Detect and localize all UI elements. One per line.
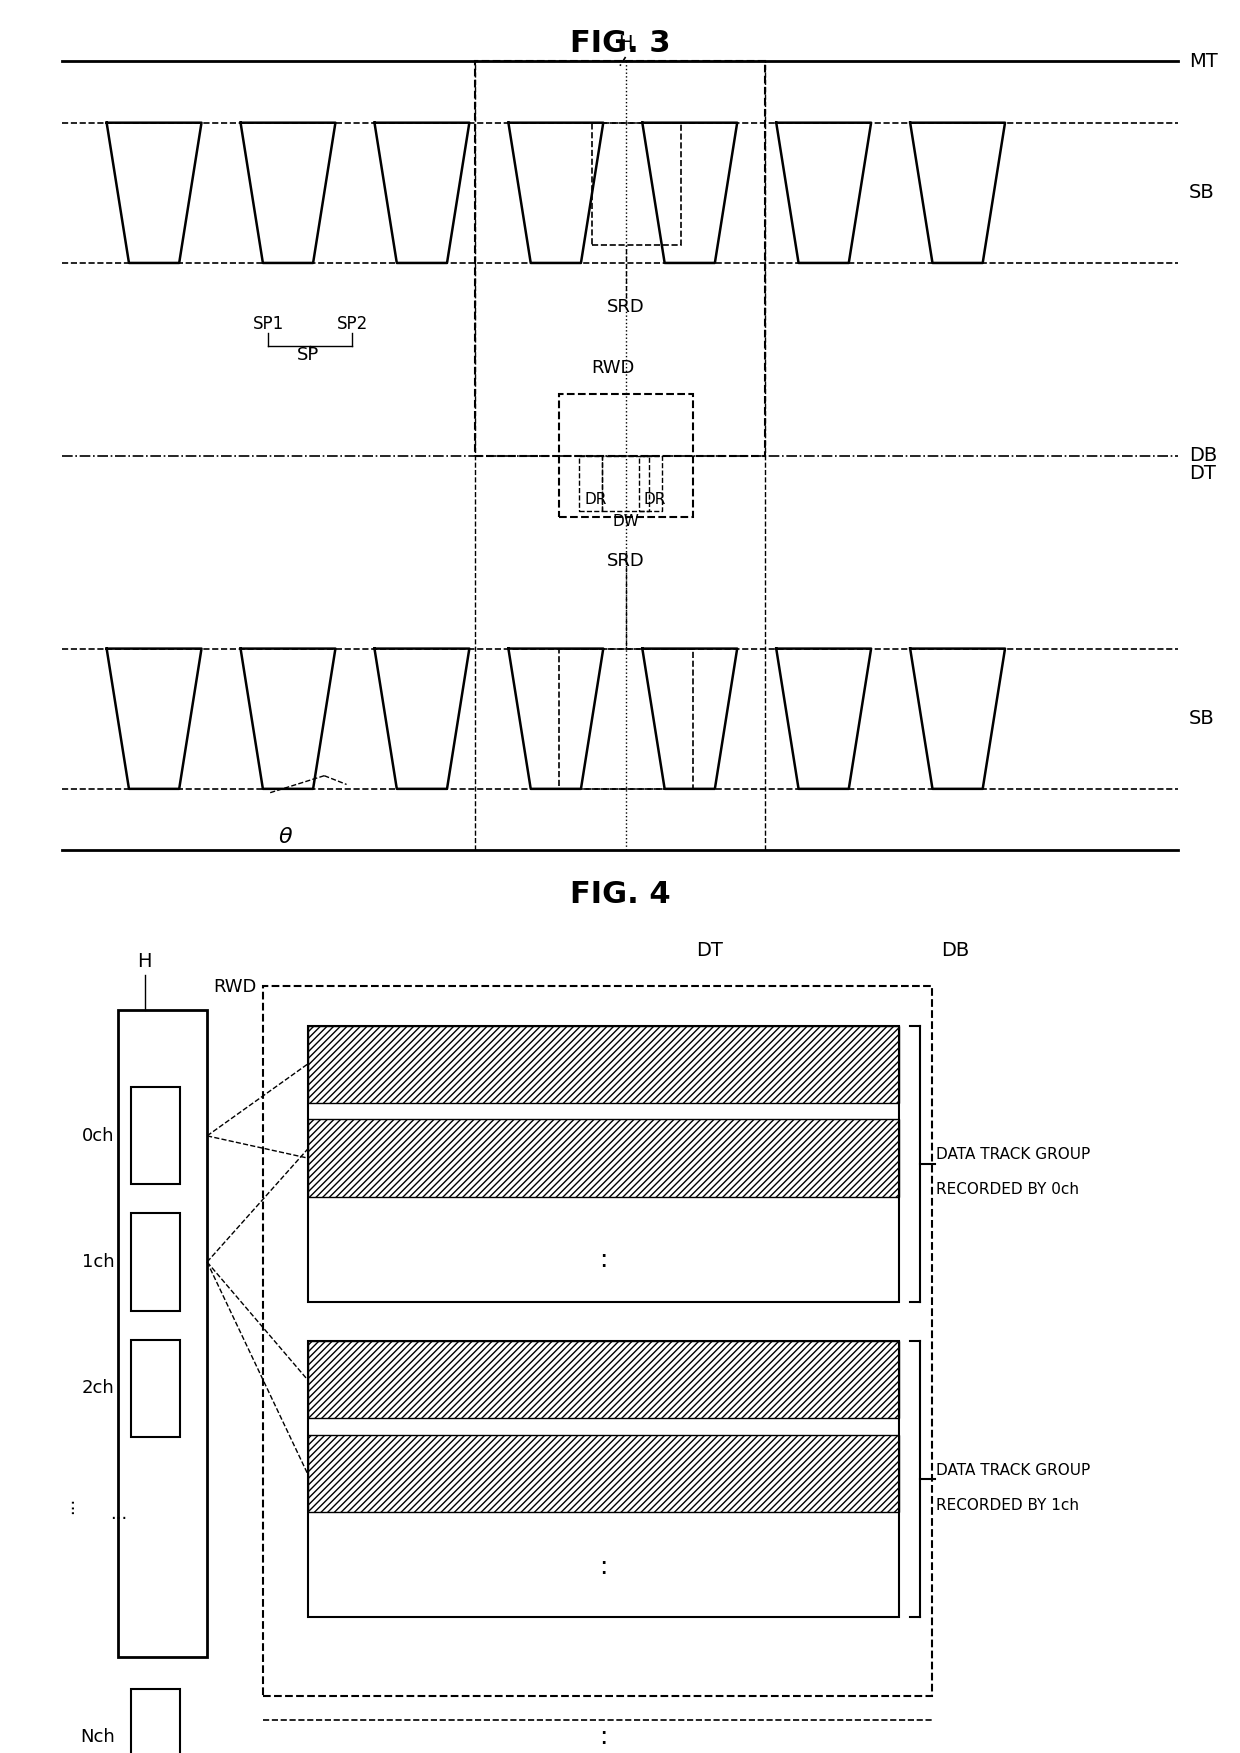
Text: ...: ... [60, 1497, 78, 1515]
Bar [308, 1341, 899, 1616]
Text: SP: SP [296, 345, 319, 365]
Text: DB: DB [941, 941, 968, 961]
Text: DT: DT [1189, 465, 1216, 482]
Text: Nch: Nch [81, 1728, 115, 1746]
Bar [603, 456, 649, 512]
Bar [475, 61, 765, 456]
Text: DATA TRACK GROUP: DATA TRACK GROUP [936, 1462, 1090, 1478]
Bar [308, 1026, 899, 1301]
Bar [308, 1120, 899, 1197]
Text: FIG. 3: FIG. 3 [569, 30, 671, 58]
Bar [131, 1339, 180, 1437]
Text: 1ch: 1ch [82, 1253, 115, 1271]
Bar [131, 1087, 180, 1185]
Text: RWD: RWD [213, 978, 257, 996]
Bar [263, 985, 932, 1697]
Bar [308, 1341, 899, 1418]
Text: H: H [138, 952, 151, 971]
Text: ...: ... [110, 1506, 128, 1523]
Bar [308, 1026, 899, 1103]
Text: DATA TRACK GROUP: DATA TRACK GROUP [936, 1146, 1090, 1162]
Text: RECORDED BY 0ch: RECORDED BY 0ch [936, 1182, 1079, 1197]
Text: :: : [599, 1555, 608, 1579]
Bar [579, 456, 603, 512]
Text: 0ch: 0ch [82, 1127, 115, 1145]
Bar [131, 1213, 180, 1311]
Bar [308, 1436, 899, 1513]
Text: SRD: SRD [606, 552, 645, 570]
Text: DT: DT [696, 941, 723, 961]
Text: DW: DW [613, 514, 639, 529]
Text: :: : [599, 1248, 608, 1273]
Text: RECORDED BY 1ch: RECORDED BY 1ch [936, 1497, 1079, 1513]
Text: DB: DB [1189, 447, 1218, 465]
Text: FIG. 4: FIG. 4 [569, 880, 671, 908]
Bar [558, 649, 692, 789]
Text: SB: SB [1189, 710, 1215, 727]
Bar [593, 123, 682, 245]
Bar [131, 1688, 180, 1753]
Text: H: H [619, 35, 632, 53]
Text: SB: SB [1189, 184, 1215, 202]
Text: 2ch: 2ch [82, 1380, 115, 1397]
Text: SP1: SP1 [253, 316, 284, 333]
Text: :: : [599, 1725, 608, 1749]
Text: SRD: SRD [606, 298, 645, 316]
Text: DR: DR [644, 493, 666, 507]
Bar [559, 394, 692, 517]
Text: $\theta$: $\theta$ [278, 827, 293, 847]
Bar [639, 456, 662, 512]
Text: DR: DR [585, 493, 608, 507]
Text: MT: MT [1189, 53, 1218, 70]
Text: SP2: SP2 [336, 316, 368, 333]
Bar [118, 1010, 207, 1657]
Text: RWD: RWD [591, 359, 635, 377]
